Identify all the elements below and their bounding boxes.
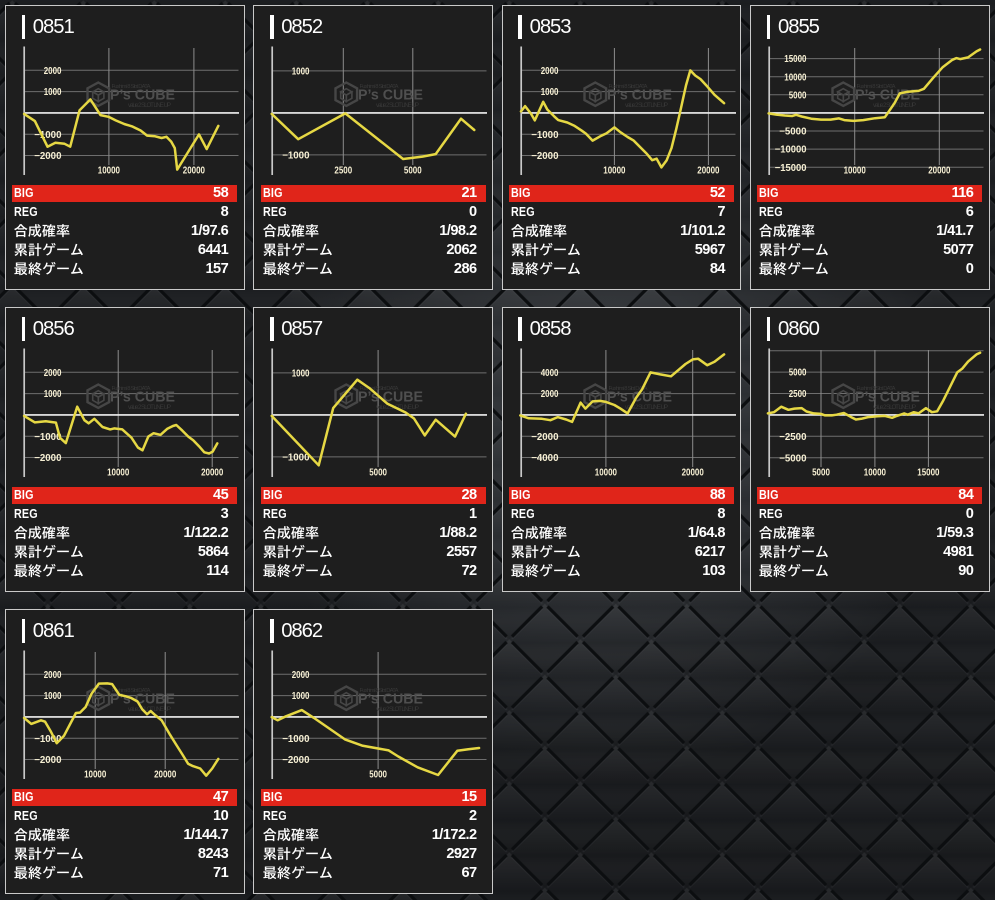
svg-text:−1000: −1000 bbox=[283, 733, 311, 744]
svg-text:2000: 2000 bbox=[44, 367, 62, 378]
svg-text:Fushimi 8 Slot DATA: Fushimi 8 Slot DATA bbox=[112, 83, 151, 89]
svg-text:P’s CUBE: P’s CUBE bbox=[358, 87, 423, 103]
svg-text:−1000: −1000 bbox=[34, 431, 62, 442]
svg-text:10000: 10000 bbox=[84, 769, 107, 780]
svg-text:10000: 10000 bbox=[844, 165, 867, 176]
svg-text:Fushimi 8 Slot DATA: Fushimi 8 Slot DATA bbox=[112, 385, 151, 391]
svg-text:−4000: −4000 bbox=[531, 453, 559, 464]
svg-text:P’s CUBE: P’s CUBE bbox=[110, 389, 175, 405]
svg-text:Fushimi 8 Slot DATA: Fushimi 8 Slot DATA bbox=[608, 83, 647, 89]
svg-text:1000: 1000 bbox=[44, 87, 62, 98]
svg-text:−10000: −10000 bbox=[775, 144, 807, 155]
svg-text:−5000: −5000 bbox=[779, 453, 807, 464]
svg-text:Fushimi 8 Slot DATA: Fushimi 8 Slot DATA bbox=[360, 83, 399, 89]
svg-text:−1000: −1000 bbox=[531, 129, 559, 140]
svg-text:10000: 10000 bbox=[98, 165, 121, 176]
svg-text:−2000: −2000 bbox=[531, 431, 559, 442]
svg-text:2500: 2500 bbox=[335, 165, 353, 176]
svg-text:20000: 20000 bbox=[681, 467, 704, 478]
svg-text:10000: 10000 bbox=[595, 467, 618, 478]
svg-text:value 2 SLOT LINE UP: value 2 SLOT LINE UP bbox=[873, 102, 916, 109]
svg-text:4000: 4000 bbox=[540, 367, 558, 378]
svg-text:−1000: −1000 bbox=[34, 733, 62, 744]
svg-text:value 2 SLOT LINE UP: value 2 SLOT LINE UP bbox=[128, 706, 171, 713]
svg-text:−2000: −2000 bbox=[34, 453, 62, 464]
svg-text:−2000: −2000 bbox=[34, 755, 62, 766]
svg-text:1000: 1000 bbox=[44, 389, 62, 400]
svg-text:2000: 2000 bbox=[44, 65, 62, 76]
svg-text:value 2 SLOT LINE UP: value 2 SLOT LINE UP bbox=[625, 404, 668, 411]
svg-text:P’s CUBE: P’s CUBE bbox=[607, 87, 672, 103]
svg-text:20000: 20000 bbox=[928, 165, 951, 176]
svg-text:Fushimi 8 Slot DATA: Fushimi 8 Slot DATA bbox=[112, 687, 151, 693]
svg-text:−1000: −1000 bbox=[34, 129, 62, 140]
svg-text:P’s CUBE: P’s CUBE bbox=[855, 87, 920, 103]
svg-text:10000: 10000 bbox=[784, 72, 807, 83]
svg-text:1000: 1000 bbox=[540, 87, 558, 98]
svg-text:5000: 5000 bbox=[812, 467, 830, 478]
svg-text:10000: 10000 bbox=[107, 467, 130, 478]
svg-text:15000: 15000 bbox=[917, 467, 940, 478]
svg-text:Fushimi 8 Slot DATA: Fushimi 8 Slot DATA bbox=[857, 83, 896, 89]
svg-text:5000: 5000 bbox=[370, 467, 388, 478]
svg-text:−1000: −1000 bbox=[283, 150, 311, 161]
svg-text:5000: 5000 bbox=[789, 90, 807, 101]
svg-text:10000: 10000 bbox=[864, 467, 887, 478]
svg-text:P’s CUBE: P’s CUBE bbox=[358, 691, 423, 707]
svg-text:1000: 1000 bbox=[44, 691, 62, 702]
svg-text:10000: 10000 bbox=[603, 165, 626, 176]
svg-text:P’s CUBE: P’s CUBE bbox=[110, 87, 175, 103]
svg-text:value 2 SLOT LINE UP: value 2 SLOT LINE UP bbox=[128, 102, 171, 109]
svg-text:20000: 20000 bbox=[183, 165, 206, 176]
svg-text:2000: 2000 bbox=[540, 389, 558, 400]
svg-text:value 2 SLOT LINE UP: value 2 SLOT LINE UP bbox=[376, 706, 419, 713]
svg-text:−5000: −5000 bbox=[779, 126, 807, 137]
svg-text:15000: 15000 bbox=[784, 54, 807, 65]
svg-text:value 2 SLOT LINE UP: value 2 SLOT LINE UP bbox=[625, 102, 668, 109]
svg-text:−2000: −2000 bbox=[531, 151, 559, 162]
svg-text:−2000: −2000 bbox=[283, 755, 311, 766]
svg-text:P’s CUBE: P’s CUBE bbox=[358, 389, 423, 405]
svg-text:P’s CUBE: P’s CUBE bbox=[607, 389, 672, 405]
svg-text:value 2 SLOT LINE UP: value 2 SLOT LINE UP bbox=[376, 102, 419, 109]
svg-text:2000: 2000 bbox=[292, 669, 310, 680]
svg-text:5000: 5000 bbox=[789, 367, 807, 378]
svg-text:2000: 2000 bbox=[44, 669, 62, 680]
svg-text:2000: 2000 bbox=[540, 65, 558, 76]
svg-text:5000: 5000 bbox=[370, 769, 388, 780]
svg-text:P’s CUBE: P’s CUBE bbox=[855, 389, 920, 405]
svg-text:Fushimi 8 Slot DATA: Fushimi 8 Slot DATA bbox=[360, 687, 399, 693]
svg-text:1000: 1000 bbox=[292, 691, 310, 702]
svg-text:1000: 1000 bbox=[292, 66, 310, 77]
svg-text:−1000: −1000 bbox=[283, 452, 311, 463]
svg-text:Fushimi 8 Slot DATA: Fushimi 8 Slot DATA bbox=[857, 385, 896, 391]
svg-text:1000: 1000 bbox=[292, 368, 310, 379]
svg-text:value 2 SLOT LINE UP: value 2 SLOT LINE UP bbox=[873, 404, 916, 411]
svg-text:20000: 20000 bbox=[201, 467, 224, 478]
svg-text:5000: 5000 bbox=[404, 165, 422, 176]
svg-text:20000: 20000 bbox=[697, 165, 720, 176]
svg-text:2500: 2500 bbox=[789, 389, 807, 400]
svg-text:−15000: −15000 bbox=[775, 162, 807, 173]
svg-text:Fushimi 8 Slot DATA: Fushimi 8 Slot DATA bbox=[360, 385, 399, 391]
svg-text:value 2 SLOT LINE UP: value 2 SLOT LINE UP bbox=[128, 404, 171, 411]
svg-text:Fushimi 8 Slot DATA: Fushimi 8 Slot DATA bbox=[608, 385, 647, 391]
svg-text:−2000: −2000 bbox=[34, 151, 62, 162]
svg-text:−2500: −2500 bbox=[779, 431, 807, 442]
svg-text:20000: 20000 bbox=[154, 769, 177, 780]
